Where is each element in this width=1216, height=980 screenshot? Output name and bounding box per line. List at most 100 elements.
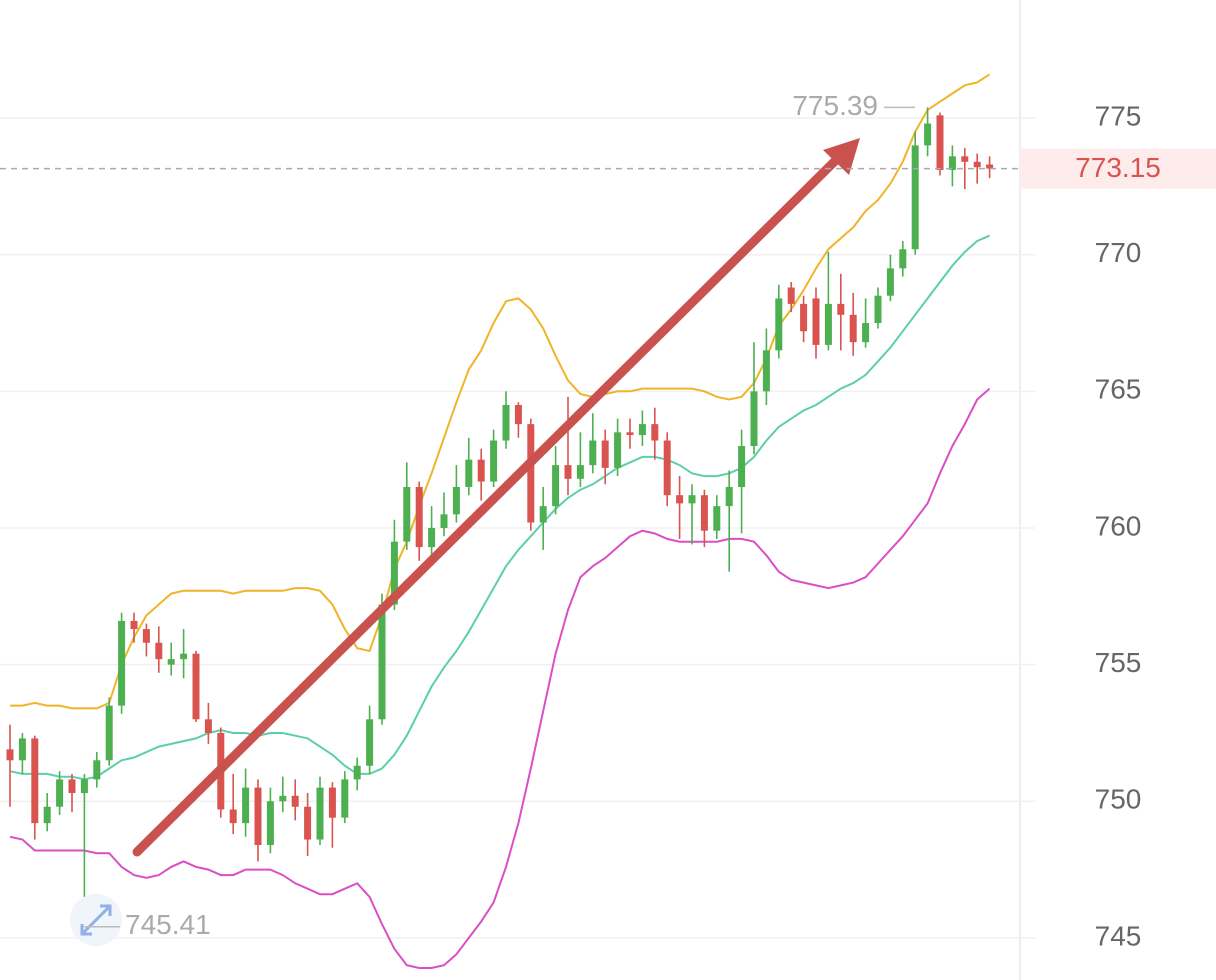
expand-icon [70, 894, 122, 946]
candle-body [378, 604, 386, 720]
candle-body [353, 765, 361, 780]
candle-body [180, 653, 188, 660]
candle-body [304, 806, 312, 840]
candle-body [700, 495, 708, 531]
candle-body [812, 298, 820, 345]
candle-body [155, 642, 163, 660]
candle-body [18, 738, 26, 761]
candle-body [973, 161, 981, 168]
last-price-label: 773.15 [1075, 152, 1161, 183]
trend-arrow [132, 138, 860, 857]
candle-body [961, 156, 969, 162]
candle-body [502, 405, 510, 441]
low-label: 745.41 [125, 909, 211, 940]
candle-body [527, 424, 535, 523]
candle-body [291, 795, 299, 807]
candle-body [924, 123, 932, 146]
candle-body [589, 440, 597, 466]
band-line [9, 234, 990, 781]
candle-body [93, 760, 101, 780]
candle-body [80, 779, 88, 794]
candle-body [465, 459, 473, 487]
candle-body [564, 465, 572, 479]
y-tick-label: 745 [1095, 920, 1142, 951]
y-tick-label: 760 [1095, 510, 1142, 541]
candle-body [936, 115, 944, 170]
candle-body [849, 314, 857, 343]
candle-body [775, 298, 783, 351]
candle-body [626, 432, 634, 436]
candle-body [43, 806, 51, 824]
candle-body [800, 303, 808, 332]
candle-body [787, 287, 795, 304]
candle-body [31, 738, 39, 824]
candle-body [552, 465, 560, 507]
candle-body [738, 446, 746, 487]
candle-body [105, 705, 113, 761]
candle-body [403, 486, 411, 542]
candle-body [142, 629, 150, 643]
candle-body [911, 145, 919, 250]
candle-body [229, 809, 237, 824]
candle-body [440, 514, 448, 528]
candle-body [750, 391, 758, 447]
candle-body [341, 779, 349, 818]
candle-body [254, 787, 262, 845]
icon-arrows [80, 904, 112, 936]
candle-body [762, 350, 770, 392]
candle-body [948, 156, 956, 170]
y-tick-label: 755 [1095, 647, 1142, 678]
candles [6, 107, 994, 927]
candle-body [725, 486, 733, 507]
candle-body [688, 495, 696, 504]
band-line [10, 73, 991, 710]
candle-body [862, 323, 870, 343]
candle-body [242, 787, 250, 824]
grid: 745 750 755 760 765 770 775 [0, 100, 1141, 951]
candle-body [6, 749, 14, 761]
candle-body [390, 541, 398, 605]
high-label: 775.39 [792, 90, 878, 121]
candle-body [514, 405, 522, 425]
candle-body [452, 486, 460, 515]
candle-body [986, 164, 994, 169]
candle-body [614, 432, 622, 468]
candle-body [328, 787, 336, 818]
bollinger-bands [9, 73, 991, 969]
candle-body [651, 424, 659, 441]
candle-body [316, 787, 324, 840]
candle-body [279, 795, 287, 802]
candle-body [824, 303, 832, 345]
candle-body [490, 440, 498, 482]
y-tick-label: 765 [1095, 374, 1142, 405]
candle-body [638, 424, 646, 436]
candle-body [886, 268, 894, 296]
candle-body [130, 620, 138, 630]
last-price-box [1020, 148, 1216, 189]
candle-body [899, 249, 907, 269]
candle-body [366, 719, 374, 766]
band-line [9, 387, 991, 969]
candle-body [428, 527, 436, 548]
candle-body [167, 659, 175, 665]
candle-body [576, 465, 584, 479]
candle-body [56, 779, 64, 807]
candle-body [477, 459, 485, 482]
arrow-head [823, 138, 860, 175]
candle-body [663, 440, 671, 496]
candle-body [204, 719, 212, 733]
y-tick-label: 770 [1095, 237, 1142, 268]
arrow-shaft [132, 155, 841, 857]
annotations: 773.15 775.39 745.41 [0, 90, 1216, 940]
candle-body [192, 653, 200, 720]
candle-body [676, 495, 684, 504]
candle-body [713, 506, 721, 531]
candle-body [266, 801, 274, 845]
candle-body [415, 486, 423, 548]
y-tick-label: 775 [1095, 100, 1142, 131]
candle-body [601, 440, 609, 468]
y-tick-label: 750 [1095, 784, 1142, 815]
candle-body [539, 506, 547, 523]
